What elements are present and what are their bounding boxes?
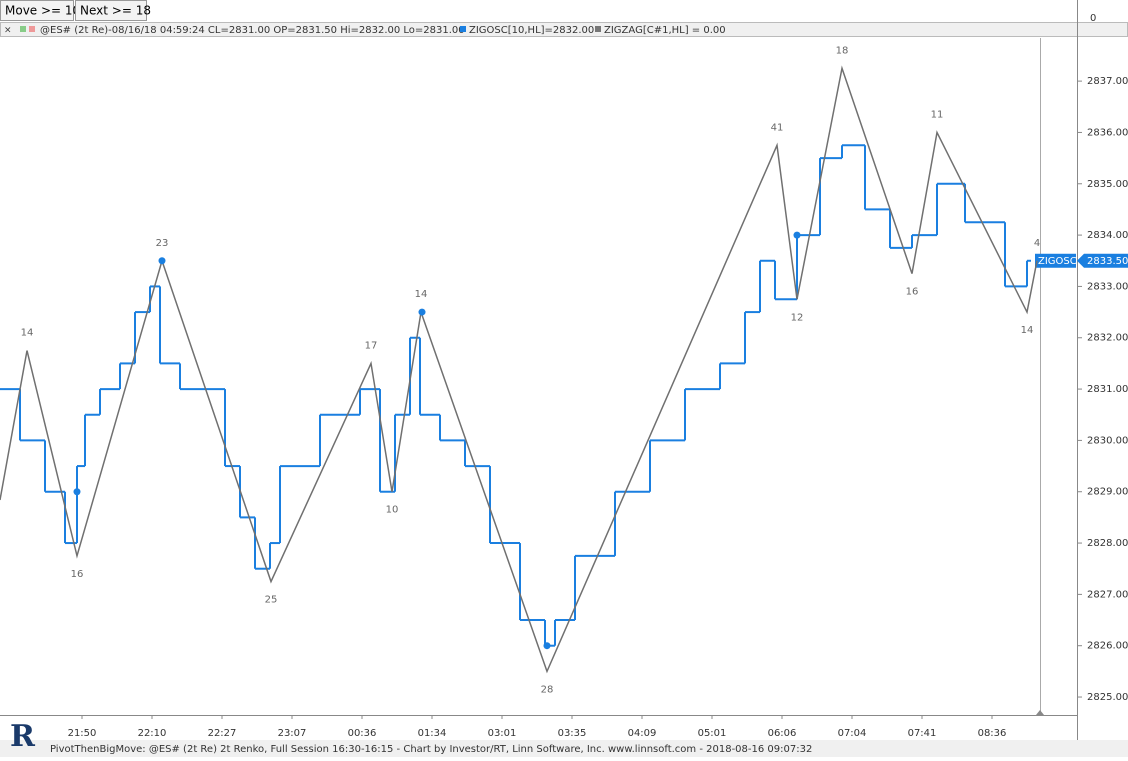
y-tick-label: 2834.00 bbox=[1087, 230, 1128, 241]
button-label[interactable]: Next >= 18 bbox=[80, 4, 151, 18]
y-tick-label: 2833.00 bbox=[1087, 281, 1128, 292]
y-tick-label: 2837.00 bbox=[1087, 76, 1128, 87]
price-tag-label: 2833.50 bbox=[1087, 256, 1128, 267]
x-tick-label: 07:04 bbox=[838, 728, 867, 739]
x-tick-label: 07:41 bbox=[908, 728, 937, 739]
pivot-count: 18 bbox=[836, 45, 849, 56]
pivot-count: 16 bbox=[906, 287, 919, 298]
pivot-count: 25 bbox=[265, 595, 278, 606]
price-tag bbox=[1035, 253, 1076, 268]
price-tag-name: ZIGOSC bbox=[1038, 256, 1077, 267]
pivot-dot bbox=[158, 257, 166, 265]
y-tick-label: 2828.00 bbox=[1087, 538, 1128, 549]
x-tick-label: 04:09 bbox=[628, 728, 657, 739]
y-tick-label: 2825.00 bbox=[1087, 692, 1128, 703]
pivot-count: 14 bbox=[415, 289, 428, 300]
logo: R bbox=[10, 719, 36, 754]
x-tick-label: 00:36 bbox=[348, 728, 377, 739]
button[interactable] bbox=[0, 0, 74, 21]
y-tick-label: 2827.00 bbox=[1087, 589, 1128, 600]
legend-text: @ES# (2t Re)-08/16/18 04:59:24 CL=2831.0… bbox=[40, 25, 465, 36]
x-tick-label: 03:35 bbox=[558, 728, 587, 739]
pivot-count: 23 bbox=[156, 238, 169, 249]
x-tick-label: 08:36 bbox=[978, 728, 1007, 739]
x-tick-label: 21:50 bbox=[68, 728, 97, 739]
legend-swatch bbox=[460, 26, 466, 32]
x-tick-label: 22:27 bbox=[208, 728, 237, 739]
close-icon[interactable]: × bbox=[4, 26, 12, 36]
legend-swatch bbox=[29, 26, 35, 32]
footer-text: PivotThenBigMove: @ES# (2t Re) 2t Renko,… bbox=[50, 744, 812, 755]
x-tick-label: 03:01 bbox=[488, 728, 517, 739]
legend-text: ZIGZAG[C#1,HL] = 0.00 bbox=[604, 25, 726, 36]
pivot-count: 41 bbox=[771, 122, 784, 133]
pivot-count: 12 bbox=[791, 312, 804, 323]
y-tick-label: 2829.00 bbox=[1087, 487, 1128, 498]
x-tick-label: 06:06 bbox=[768, 728, 797, 739]
zigzag-line bbox=[0, 65, 1038, 674]
pivot-count: 16 bbox=[71, 569, 84, 580]
y-tick-label: 2826.00 bbox=[1087, 641, 1128, 652]
y-tick-label: 2836.00 bbox=[1087, 127, 1128, 138]
pivot-dot bbox=[418, 308, 426, 316]
x-tick-label: 01:34 bbox=[418, 728, 447, 739]
x-tick-label: 05:01 bbox=[698, 728, 727, 739]
pivot-count: 11 bbox=[931, 109, 944, 120]
legend-text: ZIGOSC[10,HL]=2832.00 bbox=[469, 25, 594, 36]
pivot-count: 17 bbox=[365, 340, 378, 351]
footer-bar bbox=[0, 740, 1128, 757]
legend-swatch bbox=[20, 26, 26, 32]
x-tick-label: 22:10 bbox=[138, 728, 167, 739]
pivot-count: 28 bbox=[541, 684, 554, 695]
button-label[interactable]: Move >= 10 bbox=[5, 4, 80, 18]
pivot-dot bbox=[543, 642, 551, 650]
cursor-marker bbox=[1036, 710, 1044, 715]
y-tick-label: 2835.00 bbox=[1087, 179, 1128, 190]
pivot-dot bbox=[73, 488, 81, 496]
x-tick-label: 23:07 bbox=[278, 728, 307, 739]
y-tick-label: 2832.00 bbox=[1087, 333, 1128, 344]
price-tag-arrow bbox=[1077, 253, 1128, 268]
pivot-count: 4 bbox=[1034, 238, 1040, 249]
y-tick-label: 2831.00 bbox=[1087, 384, 1128, 395]
pane-label: 0 bbox=[1090, 13, 1096, 24]
pivot-count: 14 bbox=[21, 328, 34, 339]
pivot-count: 10 bbox=[386, 505, 399, 516]
legend-swatch bbox=[595, 26, 601, 32]
pivot-count: 14 bbox=[1021, 325, 1034, 336]
y-tick-label: 2830.00 bbox=[1087, 435, 1128, 446]
pivot-dot bbox=[793, 231, 801, 239]
button[interactable] bbox=[75, 0, 147, 21]
